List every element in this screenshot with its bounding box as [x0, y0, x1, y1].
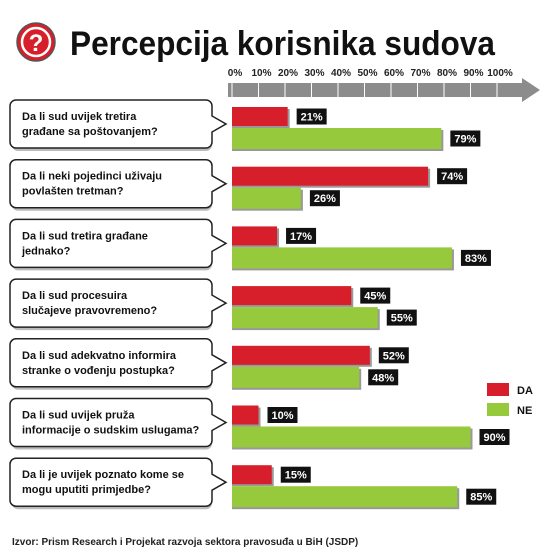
category-line: Da li neki pojedinci uživaju — [22, 171, 162, 183]
bar — [232, 465, 272, 485]
value-label-box — [450, 130, 481, 147]
x-tick-label: 90% — [463, 68, 483, 79]
bar — [232, 426, 471, 448]
value-label-box — [479, 429, 510, 445]
category-line: Da li sud tretira građane — [22, 230, 148, 242]
category-line: Da li sud adekvatno informira — [22, 350, 177, 362]
value-label: 79% — [454, 134, 476, 146]
bar — [232, 307, 378, 329]
category-line: povlašten tretman? — [22, 186, 124, 198]
category-line: Da li sud uvijek tretira — [22, 111, 137, 123]
bar — [232, 486, 458, 508]
category-line: slučajeve pravovremeno? — [22, 305, 157, 317]
legend-label: NE — [517, 405, 532, 417]
x-tick-label: 60% — [384, 68, 404, 79]
value-label: 45% — [364, 291, 386, 303]
x-tick-label: 40% — [331, 68, 351, 79]
category-line: Da li je uvijek poznato kome se — [22, 469, 184, 481]
value-label: 10% — [271, 410, 293, 422]
bar — [232, 166, 429, 186]
bubble — [9, 218, 228, 269]
chart-title: Percepcija korisnika sudova — [70, 25, 496, 63]
question-icon-ring — [20, 26, 52, 58]
value-label: 17% — [290, 231, 312, 243]
category-line: Da li sud procesuira — [22, 290, 128, 302]
value-label: 74% — [441, 171, 463, 183]
category-label: Da li sud procesuira slučajeve pravovreme… — [22, 290, 157, 317]
value-label-box — [437, 168, 468, 185]
value-label: 90% — [483, 432, 505, 444]
value-label-box — [386, 309, 417, 326]
x-tick-label: 10% — [251, 68, 271, 79]
question-mark: ? — [29, 30, 44, 57]
value-label-box — [378, 347, 409, 364]
value-label: 21% — [301, 112, 323, 124]
value-label-box — [286, 227, 317, 244]
value-label: 15% — [285, 470, 307, 482]
value-label: 48% — [372, 372, 394, 384]
value-label-box — [368, 369, 399, 386]
value-label: 55% — [391, 313, 413, 325]
value-label-box — [296, 108, 327, 125]
bubble — [9, 278, 228, 328]
value-label: 26% — [314, 193, 336, 205]
axis-arrow — [228, 78, 540, 102]
bar — [232, 187, 301, 209]
category-label: Da li sud uvijek tretira građane sa pošto… — [22, 111, 158, 138]
bar — [232, 286, 352, 306]
bar — [232, 247, 452, 269]
x-tick-label: 100% — [487, 68, 513, 79]
value-label-box — [280, 466, 311, 483]
bar — [232, 107, 288, 126]
x-tick-label: 0% — [228, 68, 243, 79]
category-line: mogu uputiti primjedbe? — [22, 484, 151, 496]
bar — [232, 226, 278, 246]
value-label-box — [466, 488, 497, 505]
bubble — [9, 397, 228, 448]
category-line: jednako? — [21, 245, 71, 257]
category-line: stranke o vođenju postupka? — [22, 365, 175, 377]
category-label: Da li neki pojedinci uživaju povlašten tr… — [22, 171, 162, 198]
bar — [232, 345, 370, 365]
bar — [232, 128, 442, 149]
bubble — [9, 338, 228, 388]
legend-swatch — [487, 383, 509, 396]
x-tick-label: 50% — [357, 68, 377, 79]
category-line: Da li sud uvijek pruža — [22, 410, 135, 422]
bubble — [9, 158, 228, 209]
category-line: informacije o sudskim uslugama? — [22, 425, 200, 437]
x-tick-label: 70% — [410, 68, 430, 79]
value-label: 85% — [470, 492, 492, 504]
bubble — [9, 99, 228, 149]
category-label: Da li sud uvijek pruža informacije o suds… — [22, 410, 200, 437]
category-label: Da li sud tretira građane jednako? — [21, 230, 148, 257]
bar — [232, 405, 259, 425]
category-line: građane sa poštovanjem? — [22, 126, 158, 138]
source: Izvor: Prism Research i Projekat razvoja… — [12, 537, 358, 548]
value-label-box — [267, 407, 298, 423]
category-label: Da li je uvijek poznato kome se mogu uput… — [22, 469, 184, 496]
value-label-box — [360, 287, 391, 304]
value-label-box — [309, 190, 340, 207]
category-label: Da li sud adekvatno informira stranke o v… — [22, 350, 177, 377]
legend-label: DA — [517, 385, 533, 397]
legend-swatch — [487, 403, 509, 416]
bar — [232, 366, 360, 388]
value-label: 83% — [465, 253, 487, 265]
x-tick-label: 80% — [437, 68, 457, 79]
value-label-box — [460, 249, 491, 266]
x-tick-label: 20% — [278, 68, 298, 79]
x-tick-label: 30% — [304, 68, 324, 79]
bubble — [9, 457, 228, 507]
value-label: 52% — [383, 350, 405, 362]
